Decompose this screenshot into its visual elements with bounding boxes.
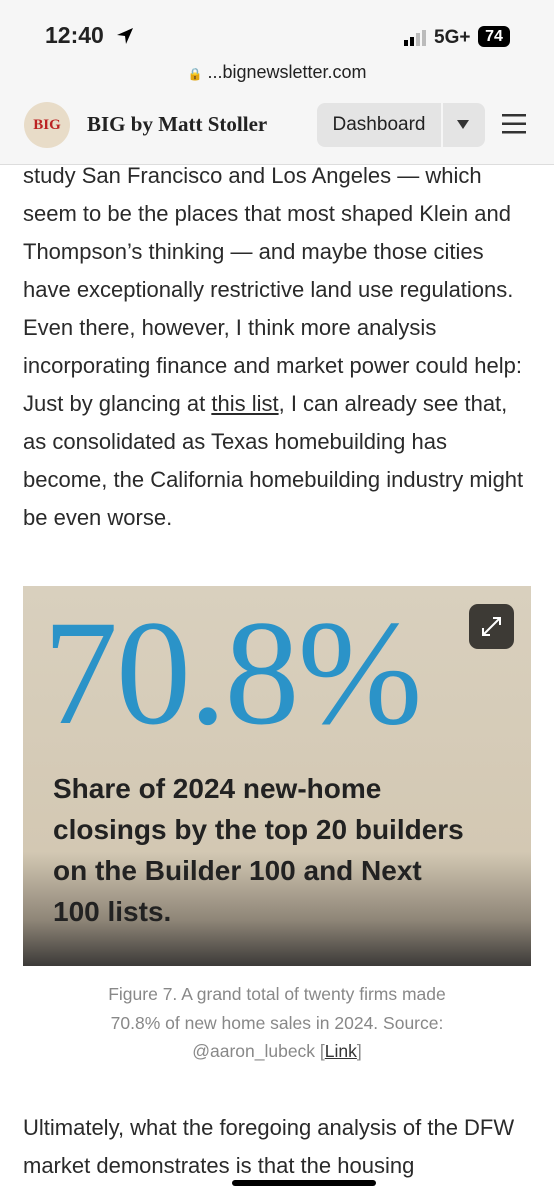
dashboard-group: Dashboard bbox=[317, 103, 485, 147]
expand-icon bbox=[482, 617, 501, 636]
text: study San Francisco and Los Angeles — wh… bbox=[23, 163, 522, 416]
url[interactable]: 🔒 ...bignewsletter.com bbox=[187, 62, 367, 82]
text: , I can already see that, as consolidate… bbox=[23, 391, 524, 530]
network: 5G+ bbox=[434, 27, 471, 48]
dropdown-arrow[interactable] bbox=[457, 120, 469, 130]
text: ] bbox=[356, 1041, 362, 1061]
text: Figure 7. A grand total of twenty firms … bbox=[108, 984, 446, 1061]
time: 12:40 bbox=[45, 22, 104, 48]
menu-icon[interactable] bbox=[502, 114, 526, 134]
signal-icon bbox=[404, 30, 426, 46]
expand-button[interactable] bbox=[469, 604, 514, 649]
paragraph: Ultimately, what the foregoing analysis … bbox=[23, 1115, 515, 1178]
logo[interactable]: BIG bbox=[24, 102, 70, 148]
image-text: Share of 2024 new-home closings by the t… bbox=[53, 773, 464, 927]
dashboard-button[interactable]: Dashboard bbox=[332, 114, 426, 135]
divider bbox=[441, 103, 443, 147]
home-indicator bbox=[232, 1180, 376, 1186]
link[interactable]: this list bbox=[211, 391, 279, 416]
image-big-number: 70.8% bbox=[43, 590, 422, 756]
location-icon bbox=[117, 28, 133, 44]
caption: Figure 7. A grand total of twenty firms … bbox=[97, 980, 457, 1066]
figure-image[interactable]: 70.8% Share of 2024 new-home closings by… bbox=[23, 586, 531, 966]
link[interactable]: Link bbox=[324, 1041, 357, 1061]
url-text: ...bignewsletter.com bbox=[207, 62, 367, 82]
paragraph: study San Francisco and Los Angeles — wh… bbox=[23, 157, 535, 537]
top-bar: 12:40 5G+ 74 🔒 ...bignewsletter.com BIG … bbox=[0, 0, 554, 165]
site-name[interactable]: BIG by Matt Stoller bbox=[87, 112, 268, 136]
battery: 74 bbox=[478, 26, 510, 47]
